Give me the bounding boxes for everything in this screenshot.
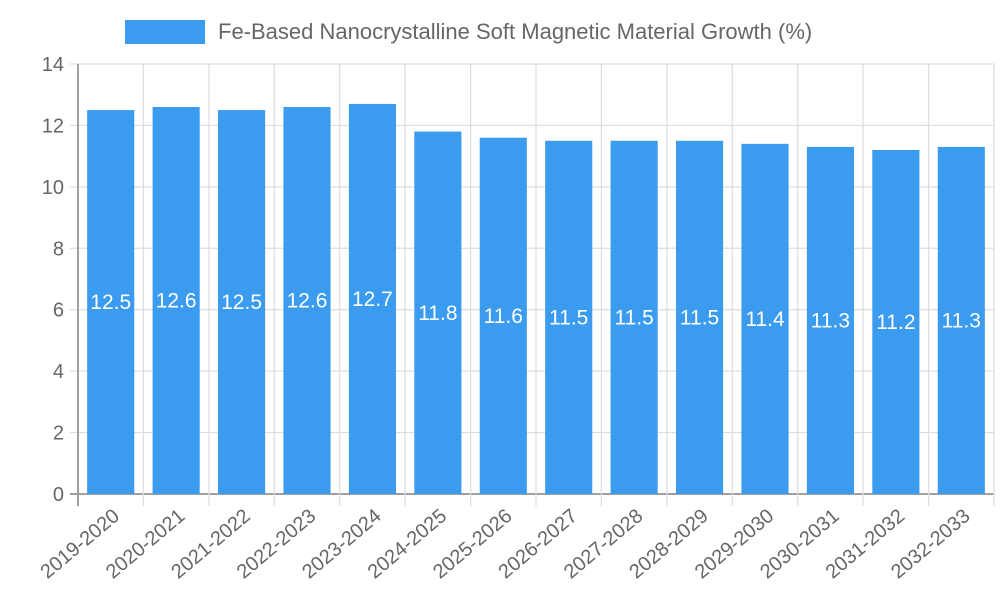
bar[interactable]: [479, 137, 527, 494]
y-tick-label: 2: [53, 423, 64, 445]
y-axis: 0 2 4 6 8 10 12 14: [42, 54, 64, 506]
chart-legend[interactable]: Fe-Based Nanocrystalline Soft Magnetic M…: [125, 19, 812, 45]
x-axis: 2019-20202020-20212021-20222022-20232023…: [37, 505, 975, 583]
bar-value-label: 12.5: [221, 291, 262, 314]
bar-value-label: 11.3: [942, 309, 981, 332]
bar-value-label: 11.6: [484, 305, 523, 328]
bar[interactable]: [87, 110, 135, 495]
y-tick-label: 4: [53, 361, 64, 383]
bar-value-label: 11.8: [418, 302, 457, 325]
bar[interactable]: [545, 140, 593, 495]
bar-value-label: 11.5: [614, 306, 653, 329]
bar-value-label: 12.6: [287, 290, 328, 313]
bars: 12.5 12.6 12.5 12.6 12.7 11.8 11.6 11.5 11.5 11.5…: [87, 103, 985, 495]
bar[interactable]: [348, 103, 396, 494]
bar-value-label: 12.5: [90, 291, 131, 314]
bar[interactable]: [218, 110, 266, 495]
bar-value-label: 12.6: [156, 290, 197, 313]
bar[interactable]: [610, 140, 658, 495]
y-tick-label: 8: [53, 238, 64, 260]
y-tick-label: 0: [53, 484, 64, 506]
bar[interactable]: [741, 143, 789, 494]
bar-value-label: 11.5: [680, 306, 719, 329]
bar[interactable]: [806, 146, 854, 494]
bar-value-label: 11.3: [811, 309, 850, 332]
bar[interactable]: [872, 150, 920, 494]
grid-lines: [70, 63, 995, 506]
y-tick-label: 6: [53, 300, 64, 322]
bar-value-label: 11.4: [745, 308, 785, 331]
bar-value-label: 12.7: [352, 288, 393, 311]
bar-value-label: 11.5: [549, 306, 588, 329]
bar[interactable]: [283, 107, 331, 494]
bar[interactable]: [937, 146, 985, 494]
bar[interactable]: [414, 131, 462, 495]
legend-swatch: [125, 20, 205, 44]
y-tick-label: 10: [42, 177, 64, 199]
bar[interactable]: [152, 107, 200, 494]
bar-value-label: 11.2: [876, 311, 915, 334]
bar[interactable]: [676, 140, 724, 495]
y-tick-label: 12: [42, 115, 64, 137]
legend-label: Fe-Based Nanocrystalline Soft Magnetic M…: [218, 19, 813, 44]
y-tick-label: 14: [42, 54, 64, 76]
